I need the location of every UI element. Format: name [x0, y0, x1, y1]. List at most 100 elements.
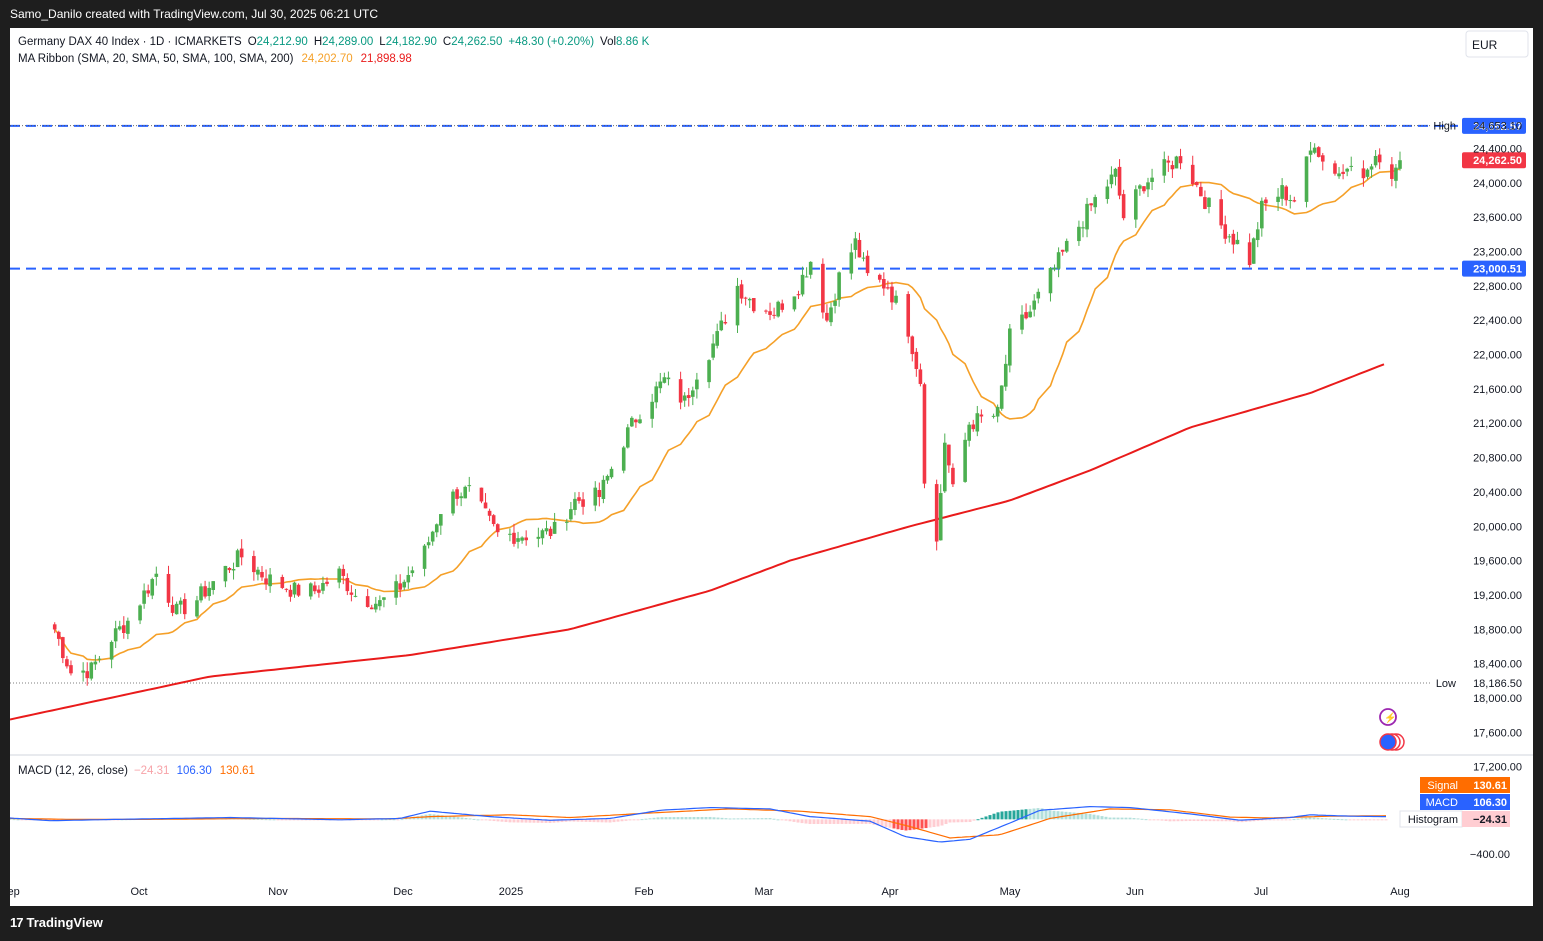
histogram-bar — [400, 819, 404, 821]
candle — [1174, 155, 1179, 169]
histogram-bar — [440, 815, 444, 820]
histogram-bar — [1352, 819, 1356, 821]
candle — [593, 481, 598, 512]
histogram-bar — [832, 819, 836, 824]
events-icon — [1379, 733, 1397, 751]
histogram-bar — [1348, 819, 1352, 821]
candle — [780, 299, 785, 313]
candle-body — [378, 600, 382, 607]
symbol-name: Germany DAX 40 Index · 1D · ICMARKETS — [18, 36, 242, 48]
ma20-value: 24,202.70 — [301, 53, 352, 65]
histogram-bar — [724, 818, 728, 820]
candle — [678, 371, 683, 410]
candle-body — [979, 414, 984, 417]
candle — [1247, 233, 1252, 268]
candle — [719, 311, 724, 332]
histogram-bar — [628, 819, 632, 821]
histogram-bar — [24, 819, 28, 821]
candle — [231, 562, 236, 580]
candle — [951, 463, 955, 487]
candle-body — [483, 502, 488, 509]
chart-canvas[interactable]: 24,662.57 23,000.51 High 24,653.10 Low 18,186… — [0, 28, 1533, 906]
histogram-bar — [1012, 810, 1016, 820]
candle — [142, 583, 146, 609]
histogram-bar — [1216, 819, 1220, 822]
candle — [666, 371, 671, 386]
histogram-bar — [736, 818, 740, 820]
histogram-bar — [888, 819, 892, 828]
tradingview-logo[interactable]: 17 TradingView — [10, 915, 103, 930]
candle-body — [743, 297, 748, 299]
histogram-bar — [1204, 819, 1208, 822]
histogram-bar — [988, 815, 992, 820]
candle — [991, 413, 996, 419]
histogram-bar — [920, 819, 924, 829]
histogram-bar — [1044, 809, 1048, 820]
macd-tag-name: Histogram — [1408, 814, 1458, 826]
candle-body — [459, 496, 463, 499]
close-value-l: 24,262.50 — [451, 36, 502, 48]
last-price-text: 24,262.50 — [1473, 155, 1522, 167]
candle-body — [1207, 197, 1211, 207]
candle-body — [1142, 186, 1146, 192]
candle-body — [792, 296, 797, 310]
candle-body — [1333, 163, 1337, 174]
candle-body — [963, 439, 967, 482]
candle-body — [1260, 200, 1264, 229]
candle — [166, 565, 171, 607]
histogram-bar — [932, 819, 936, 828]
histogram-bar — [300, 819, 304, 821]
macd-tag-value-bg — [1462, 794, 1510, 810]
histogram-bar — [892, 819, 896, 829]
histogram-bar — [956, 819, 960, 823]
histogram-bar — [1096, 815, 1100, 820]
candle-body — [975, 413, 980, 432]
histogram-bar — [772, 818, 776, 820]
chart-frame[interactable]: 24,662.57 23,000.51 High 24,653.10 Low 18,186… — [0, 28, 1533, 906]
histogram-bar — [1360, 819, 1364, 821]
histogram-bar — [1244, 819, 1248, 822]
candle — [1390, 157, 1394, 187]
histogram-bar — [464, 817, 468, 820]
candle-body — [1288, 200, 1293, 202]
candle-body — [1105, 186, 1110, 200]
histogram-bar — [640, 819, 644, 821]
candle-body — [609, 468, 614, 478]
candle-body — [1060, 249, 1065, 252]
candle — [154, 566, 159, 586]
candle — [1223, 215, 1228, 244]
macd-title: MACD (12, 26, close) — [18, 765, 128, 777]
histogram-bar — [1172, 819, 1176, 822]
y-tick-label: 21,200.00 — [1473, 418, 1522, 430]
candle — [686, 387, 691, 407]
histogram-bar — [1372, 819, 1376, 821]
candle-body — [1398, 160, 1402, 169]
candle-body — [829, 307, 833, 323]
candle-body — [1320, 155, 1325, 162]
histogram-bar — [12, 819, 16, 821]
histogram-bar — [16, 819, 20, 821]
histogram-bar — [560, 819, 564, 823]
candle — [577, 491, 581, 504]
histogram-bar — [992, 813, 996, 820]
candle-body — [890, 286, 894, 303]
histogram-bar — [760, 818, 764, 820]
histogram-bar — [8, 818, 12, 820]
y-tick-label: 22,400.00 — [1473, 315, 1522, 327]
candle — [211, 581, 216, 595]
macd-tag-value: 130.61 — [1473, 780, 1507, 792]
candle — [1219, 189, 1223, 229]
currency-button[interactable]: EUR — [1465, 30, 1529, 58]
histogram-bar — [368, 819, 372, 821]
y-tick-label: 22,000.00 — [1473, 350, 1522, 362]
candle-body — [1199, 186, 1203, 197]
candle — [715, 323, 719, 349]
candle-body — [894, 295, 898, 303]
histogram-bar — [1040, 808, 1044, 820]
candle-body — [833, 300, 837, 306]
histogram-bar — [252, 818, 256, 820]
candle-body — [516, 538, 520, 542]
histogram-bar — [712, 817, 716, 820]
candle-body — [662, 377, 667, 383]
histogram-bar — [1188, 819, 1192, 822]
